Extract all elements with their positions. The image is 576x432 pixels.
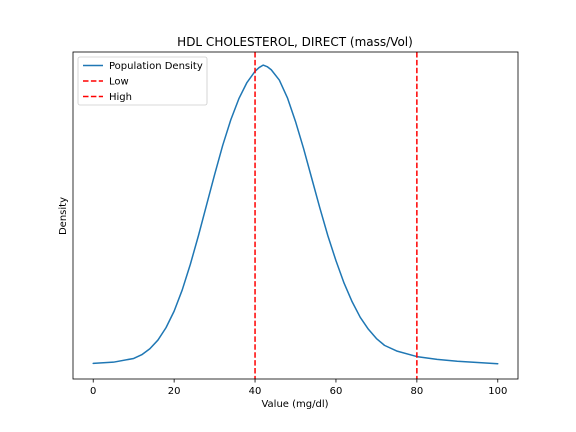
x-tick-label: 40 (249, 386, 262, 397)
x-tick-label: 20 (168, 386, 181, 397)
x-axis-ticks: 0 20 40 60 80 100 (90, 379, 507, 397)
x-tick-label: 100 (488, 386, 507, 397)
legend-label: Low (109, 77, 129, 88)
x-tick-label: 0 (90, 386, 96, 397)
legend-label: Population Density (109, 61, 203, 72)
series-line-population-density (92, 64, 499, 365)
plot-area (92, 52, 499, 379)
y-axis-label: Density (58, 197, 69, 235)
x-tick-label: 60 (330, 386, 343, 397)
legend-label: High (109, 92, 132, 103)
legend: Population Density Low High (77, 56, 208, 106)
x-axis-label: Value (mg/dl) (261, 399, 328, 410)
chart-title: HDL CHOLESTEROL, DIRECT (mass/Vol) (177, 35, 413, 49)
plot-frame (72, 51, 519, 380)
legend-box (77, 56, 208, 106)
x-tick-label: 80 (410, 386, 423, 397)
